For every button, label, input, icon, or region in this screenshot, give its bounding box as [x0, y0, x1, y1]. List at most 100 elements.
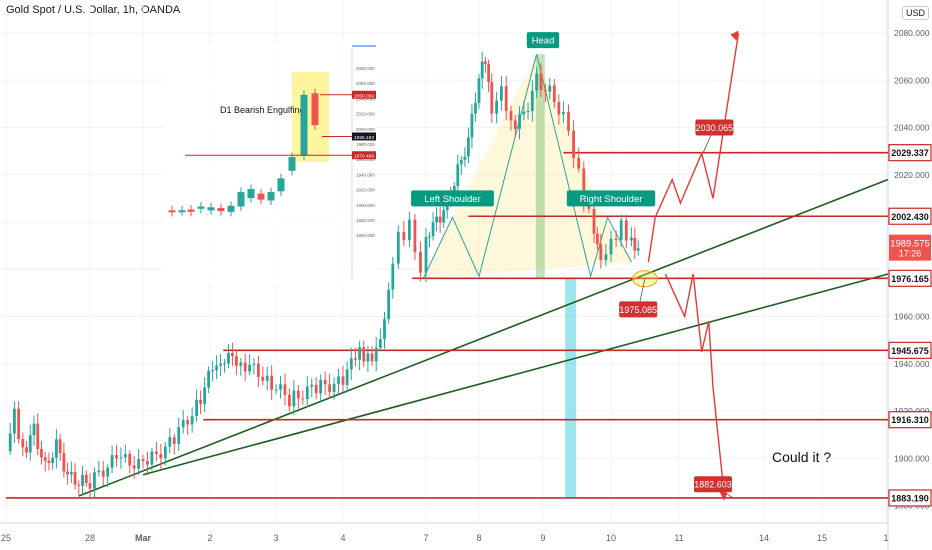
candle-body [487, 63, 490, 83]
current-price-label: 1989.575 [890, 239, 930, 250]
inset-candle-body [277, 178, 285, 192]
candle-body [341, 376, 345, 385]
x-tick-label: 25 [1, 533, 11, 543]
trendline-upper [78, 178, 889, 497]
inset-y-tick: 2080.000 [356, 66, 375, 71]
candle-body [51, 457, 55, 464]
y-tick-label: 1920.000 [894, 406, 930, 416]
x-tick-label: 28 [85, 533, 95, 543]
price-level-label: 1916.310 [891, 415, 929, 425]
price-level-tag [888, 341, 932, 359]
inset-candle-body [187, 209, 195, 212]
candle-body [141, 459, 145, 462]
candle-body [40, 448, 43, 458]
candle-body [387, 289, 391, 320]
candle-body [261, 376, 265, 381]
candle-body [456, 164, 460, 187]
inset-candle-body [168, 210, 176, 213]
candle-body [539, 73, 543, 90]
candle-body [21, 439, 25, 448]
candle-body [101, 470, 105, 477]
pattern-label: Right Shoulder [580, 194, 643, 205]
forecast-path-down [664, 273, 726, 497]
candle-body [172, 437, 176, 444]
candle-body [62, 452, 66, 472]
engulfing-highlight [292, 72, 329, 162]
candle-body [518, 114, 521, 129]
candle-body [13, 408, 16, 434]
candle-body [582, 168, 586, 203]
candle-body [459, 159, 463, 165]
candle-body [32, 423, 36, 436]
candle-body [243, 362, 247, 372]
candle-body [319, 379, 323, 394]
inset-level-tag [352, 151, 376, 160]
target-callout-label: 1882.603 [694, 480, 732, 490]
candle-body [362, 347, 366, 362]
candle-body [467, 137, 470, 157]
candle-body [84, 474, 88, 484]
pattern-label: Head [532, 36, 555, 47]
candle-body [435, 216, 438, 223]
inset-candle-body [288, 157, 296, 171]
candle-body [323, 379, 327, 385]
inset-label: D1 Bearish Engulfing [220, 105, 305, 115]
candle-body [207, 370, 210, 388]
candle-body [470, 113, 474, 138]
inset-candle-body [300, 94, 308, 156]
candle-body [358, 347, 361, 360]
candle-body [296, 390, 300, 399]
candle-body [428, 236, 431, 238]
inset-level-label: 1970.489 [354, 154, 374, 160]
candle-body [442, 210, 446, 223]
candle-body [609, 238, 613, 255]
inset-y-tick: 1960.000 [356, 157, 375, 162]
candle-body [567, 112, 570, 131]
candle-body [500, 86, 503, 101]
inset-y-tick: 1860.000 [356, 233, 375, 238]
trendline-lower [142, 273, 889, 476]
candle-body [378, 339, 382, 348]
target-callout-box [619, 301, 658, 318]
currency-button[interactable]: USD [902, 6, 930, 20]
price-level-tag [888, 144, 932, 162]
candle-body [270, 375, 274, 390]
candle-body [252, 363, 256, 365]
y-tick-label: 2060.000 [894, 75, 930, 85]
candle-body [349, 358, 353, 370]
candle-body [504, 86, 508, 112]
target-callout-label: 1975.085 [619, 305, 657, 315]
candle-body [509, 111, 513, 121]
candle-body [535, 73, 538, 91]
pattern-label-box [566, 190, 656, 207]
pattern-outline [422, 54, 632, 279]
inset-candle-body [311, 93, 319, 126]
pattern-shade [423, 54, 632, 279]
x-tick-label: 3 [273, 533, 278, 543]
y-tick-label: 1940.000 [894, 359, 930, 369]
candle-body [477, 78, 481, 103]
candle-body [25, 447, 28, 453]
candle-body [163, 446, 167, 459]
candle-body [137, 459, 140, 469]
candle-body [305, 386, 309, 400]
candle-body [495, 100, 498, 114]
candle-body [190, 416, 194, 425]
candle-body [177, 427, 181, 444]
candles [8, 51, 640, 499]
inset-candle-body [237, 192, 245, 207]
candle-body [66, 471, 69, 475]
x-tick-label: 1 [883, 533, 888, 543]
candle-body [146, 461, 149, 465]
inset-candle-body [257, 193, 265, 200]
candle-body [530, 90, 534, 111]
x-tick-label: 9 [540, 533, 545, 543]
inset-y-tick: 2060.000 [356, 81, 375, 86]
candle-body [283, 384, 287, 395]
candle-body [522, 111, 526, 115]
inset-y-tick: 1980.000 [356, 142, 375, 147]
inset-candle-body [227, 205, 235, 212]
candle-body [636, 248, 640, 251]
